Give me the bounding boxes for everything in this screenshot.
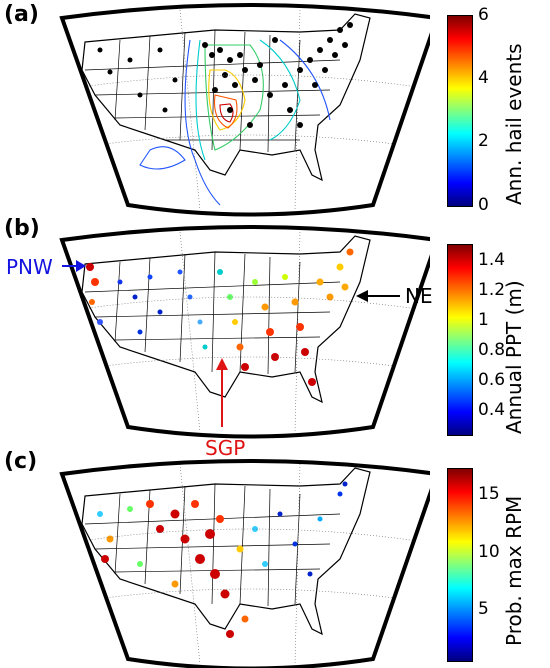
panel-c-frame [59, 459, 430, 668]
sgp-label: SGP [205, 436, 246, 460]
us-outline [81, 13, 371, 182]
panel-a: (a) [0, 0, 550, 222]
colorbar-a-tick-2: 2 [478, 131, 489, 151]
colorbar-b-tick-0: 1.4 [478, 250, 506, 270]
colorbar-a-label: Ann. hail events [502, 43, 526, 205]
colorbar-b-tick-4: 0.6 [478, 370, 506, 390]
colorbar-b-tick-5: 0.4 [478, 400, 506, 420]
colorbar-a [447, 15, 473, 207]
colorbar-b-tick-2: 1 [478, 310, 489, 330]
colorbar-c-label: Prob. max RPM [502, 495, 526, 646]
colorbar-b-tick-3: 0.8 [478, 340, 506, 360]
us-outline-c [81, 467, 371, 636]
panel-b-frame [59, 225, 430, 439]
panel-b-map [59, 225, 430, 439]
panel-a-frame [59, 3, 430, 217]
panel-c-label: (c) [4, 449, 38, 474]
colorbar-b-tick-1: 1.2 [478, 280, 506, 300]
panel-a-label: (a) [4, 2, 39, 27]
panel-c: (c) 15 10 5 Prob. max RPM [0, 444, 550, 668]
colorbar-b [447, 244, 473, 436]
panel-b-label: (b) [4, 216, 40, 241]
colorbar-c-tick-2: 5 [478, 599, 489, 619]
colorbar-a-tick-1: 4 [478, 68, 489, 88]
colorbar-c-tick-0: 15 [478, 484, 500, 504]
panel-a-map [59, 3, 430, 217]
colorbar-a-tick-0: 6 [478, 5, 489, 25]
colorbar-a-tick-3: 0 [478, 195, 489, 215]
ne-label: NE [405, 284, 433, 308]
pnw-label: PNW [6, 255, 53, 279]
panel-b: (b) [0, 216, 550, 460]
colorbar-b-label: Annual PPT (m) [502, 280, 526, 434]
colorbar-c-tick-1: 10 [478, 542, 500, 562]
colorbar-c [447, 468, 473, 662]
us-outline-b [81, 235, 371, 404]
panel-c-map [59, 459, 430, 668]
